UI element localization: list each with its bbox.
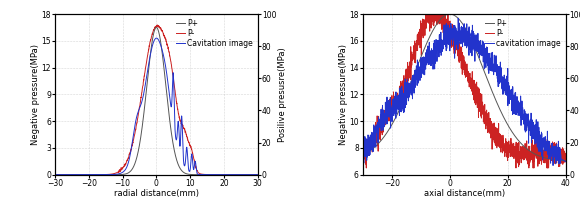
Y-axis label: Negative pressure(MPa): Negative pressure(MPa): [31, 44, 40, 145]
Y-axis label: Negative pressure(MPa): Negative pressure(MPa): [339, 44, 348, 145]
Legend: P+, P-, Cavitation image: P+, P-, Cavitation image: [175, 18, 254, 49]
Y-axis label: Posilive presusre(MPa): Posilive presusre(MPa): [278, 47, 287, 142]
X-axis label: radial distance(mm): radial distance(mm): [114, 189, 199, 198]
X-axis label: axial distance(mm): axial distance(mm): [423, 189, 505, 198]
Legend: P+, P-, cavitation image: P+, P-, cavitation image: [484, 18, 561, 49]
